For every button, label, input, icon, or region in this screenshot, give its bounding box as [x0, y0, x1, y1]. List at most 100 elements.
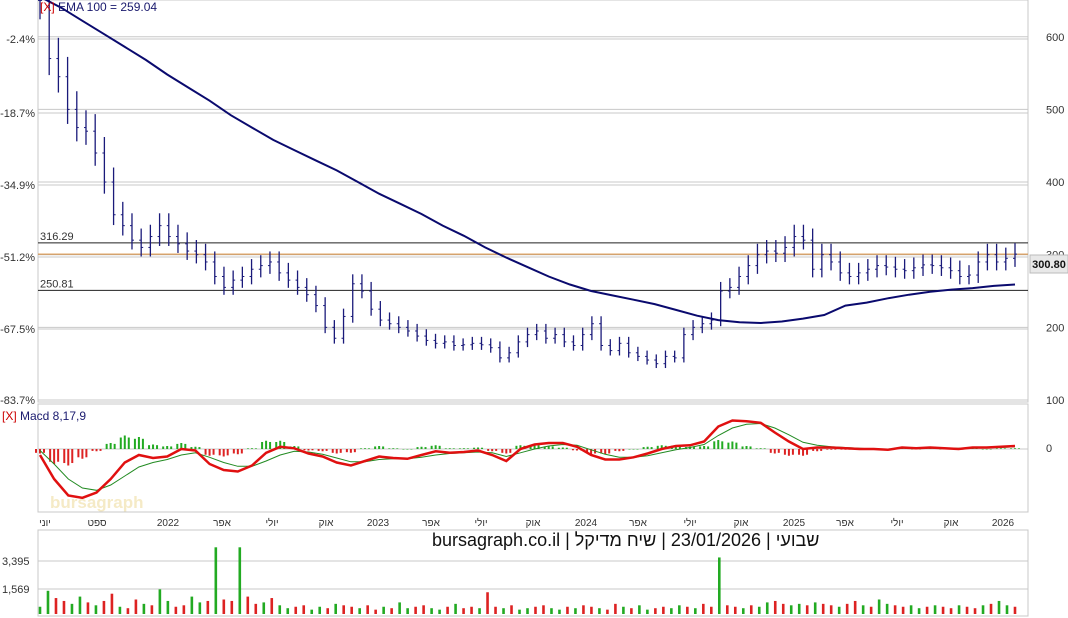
macd-hist-bar	[250, 448, 253, 449]
macd-hist-bar	[533, 444, 536, 449]
volume-bar	[46, 590, 50, 614]
macd-indicator-title: Macd 8,17,9	[20, 409, 86, 423]
macd-hist-bar	[745, 446, 748, 449]
price-tick-label: 400	[1046, 177, 1064, 189]
macd-hist-bar	[731, 441, 734, 449]
macd-hist-bar	[590, 449, 593, 455]
macd-hist-bar	[466, 448, 469, 449]
time-axis-label: יוני	[39, 518, 51, 529]
macd-hist-bar	[495, 449, 498, 451]
macd-hist-bar	[699, 446, 702, 449]
time-axis-label: אפר	[213, 518, 231, 529]
volume-bar	[566, 606, 569, 614]
time-axis-label: 2025	[783, 518, 806, 529]
macd-hist-bar	[360, 448, 362, 449]
macd-hist-bar	[232, 449, 235, 454]
macd-hist-bar	[749, 446, 752, 449]
macd-hist-bar	[656, 445, 659, 449]
macd-hist-bar	[703, 446, 706, 449]
macd-hist-bar	[133, 438, 136, 449]
macd-hist-bar	[321, 449, 324, 452]
macd-hist-bar	[755, 448, 758, 449]
volume-bar	[78, 596, 82, 614]
macd-hist-bar	[802, 449, 805, 456]
volume-bar	[638, 605, 641, 614]
volume-bar	[486, 592, 489, 614]
volume-bar	[142, 603, 146, 614]
volume-bar	[917, 608, 921, 614]
volume-bar	[126, 608, 130, 614]
macd-hist-bar	[515, 445, 518, 449]
macd-hist-bar	[95, 449, 98, 452]
volume-bar	[949, 608, 953, 614]
time-axis-label: 2024	[575, 518, 598, 529]
volume-bar	[182, 605, 186, 614]
time-axis-label: אפר	[629, 518, 647, 529]
macd-hist-bar	[364, 448, 366, 449]
volume-bar	[174, 606, 178, 614]
price-tick-label: 600	[1046, 32, 1064, 44]
macd-hist-bar	[141, 438, 144, 449]
volume-bars	[38, 547, 1017, 614]
macd-hist-bar	[246, 448, 249, 449]
macd-hist-bar	[170, 446, 173, 449]
volume-bar	[590, 606, 593, 614]
macd-hist-bar	[53, 449, 56, 464]
volume-bar	[206, 600, 210, 614]
volume-bar	[694, 608, 697, 614]
level-label: 250.81	[40, 278, 74, 290]
macd-hist-bar	[162, 446, 165, 449]
percent-tick-label: -67.5%	[0, 324, 35, 336]
macd-hist-bar	[190, 447, 193, 449]
volume-bar	[86, 602, 90, 614]
percent-tick-label: -34.9%	[0, 180, 35, 192]
volume-bar	[334, 603, 337, 614]
ema-close-button[interactable]: [X]	[40, 0, 55, 14]
volume-bar	[54, 598, 58, 614]
macd-hist-bar	[632, 449, 635, 450]
macd-hist-bar	[156, 445, 159, 449]
macd-hist-bar	[989, 449, 992, 450]
volume-bar	[598, 608, 601, 614]
volume-bar	[254, 603, 258, 614]
macd-close-button[interactable]: [X]	[2, 409, 17, 423]
macd-hist-bar	[458, 448, 461, 449]
macd-hist-bar	[622, 449, 625, 451]
macd-hist-bar	[353, 449, 356, 453]
macd-hist-bar	[127, 437, 130, 449]
macd-hist-bar	[721, 441, 724, 449]
macd-hist-bar	[194, 446, 197, 449]
ema-indicator-title: EMA 100 = 259.04	[58, 0, 157, 14]
volume-bar	[518, 609, 521, 614]
macd-panel-frame	[37, 403, 1029, 513]
volume-bar	[965, 606, 969, 614]
volume-bar	[246, 596, 250, 614]
macd-hist-bar	[261, 441, 264, 449]
volume-bar	[70, 603, 74, 614]
macd-hist-bar	[501, 449, 504, 453]
macd-hist-bar	[325, 449, 328, 451]
macd-hist-bar	[777, 449, 780, 453]
macd-hist-bar	[834, 449, 837, 450]
volume-bar	[294, 606, 298, 614]
macd-hist-bar	[382, 446, 385, 449]
volume-bar	[805, 605, 809, 614]
volume-bar	[582, 605, 585, 614]
macd-hist-bar	[198, 447, 201, 449]
macd-hist-bar	[650, 447, 653, 449]
macd-hist-bar	[487, 449, 490, 451]
volume-bar	[606, 609, 609, 614]
macd-hist-bar	[981, 449, 984, 450]
volume-bar	[630, 608, 633, 614]
current-price-label: 300.80	[1032, 259, 1066, 271]
time-axis-label: אוק	[526, 518, 541, 529]
volume-tick-label: 3,395	[2, 556, 30, 568]
volume-bar	[869, 606, 873, 614]
volume-bar	[710, 606, 713, 614]
macd-hist-bar	[91, 449, 94, 451]
volume-bar	[134, 599, 138, 614]
macd-hist-bar	[331, 449, 334, 453]
volume-bar	[933, 605, 937, 614]
volume-bar	[102, 600, 106, 614]
volume-bar	[478, 608, 481, 614]
